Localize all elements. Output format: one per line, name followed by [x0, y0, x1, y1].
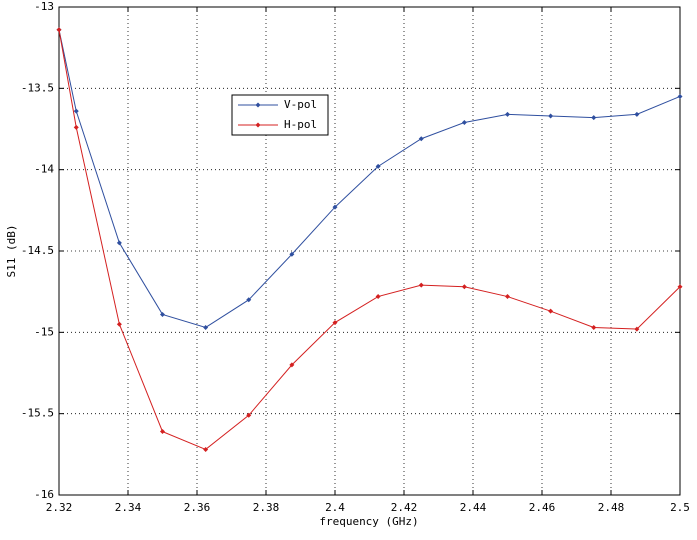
- y-axis-label: S11 (dB): [5, 225, 18, 278]
- x-tick-label: 2.38: [253, 501, 280, 514]
- point: [461, 284, 467, 290]
- x-tick-label: 2.48: [598, 501, 625, 514]
- series-line: [58, 29, 681, 328]
- point: [677, 93, 683, 99]
- point: [73, 108, 79, 114]
- legend-label: H-pol: [284, 118, 317, 131]
- point: [634, 326, 640, 332]
- point: [375, 294, 381, 300]
- x-tick-label: 2.44: [460, 501, 487, 514]
- point: [332, 204, 338, 210]
- point: [73, 124, 79, 130]
- point: [591, 115, 597, 121]
- point: [591, 324, 597, 330]
- y-tick-label: -15: [34, 325, 54, 338]
- point: [289, 251, 295, 257]
- point: [375, 163, 381, 169]
- point: [677, 284, 683, 290]
- point: [116, 321, 122, 327]
- x-tick-label: 2.32: [46, 501, 73, 514]
- point: [505, 294, 510, 300]
- y-tick-label: -15.5: [21, 407, 54, 420]
- legend-marker: [255, 102, 261, 108]
- legend-label: V-pol: [284, 98, 317, 111]
- x-tick-label: 2.42: [391, 501, 418, 514]
- legend-box: [231, 94, 329, 136]
- point: [461, 119, 467, 125]
- point: [418, 136, 424, 142]
- point: [505, 111, 510, 117]
- point: [203, 324, 209, 330]
- point: [634, 111, 640, 117]
- point: [548, 113, 554, 119]
- series-line: [58, 29, 681, 451]
- point: [548, 308, 554, 314]
- y-tick-label: -16: [34, 488, 54, 501]
- y-tick-label: -13.5: [21, 81, 54, 94]
- x-tick-label: 2.4: [325, 501, 345, 514]
- point: [116, 240, 122, 246]
- point: [160, 311, 165, 317]
- plot-frame: [58, 6, 681, 496]
- point: [246, 412, 252, 418]
- x-axis-label: frequency (GHz): [319, 515, 418, 528]
- x-tick-label: 2.5: [670, 501, 690, 514]
- legend-marker: [255, 122, 261, 128]
- point: [289, 362, 295, 368]
- point: [246, 297, 252, 303]
- y-tick-label: -14: [34, 163, 54, 176]
- y-tick-label: -14.5: [21, 244, 54, 257]
- point: [332, 320, 338, 326]
- x-tick-label: 2.46: [529, 501, 556, 514]
- y-tick-label: -13: [34, 0, 54, 13]
- point: [160, 429, 165, 435]
- point: [418, 282, 424, 288]
- point: [56, 27, 62, 33]
- x-tick-label: 2.34: [115, 501, 142, 514]
- point: [203, 446, 209, 452]
- x-tick-label: 2.36: [184, 501, 211, 514]
